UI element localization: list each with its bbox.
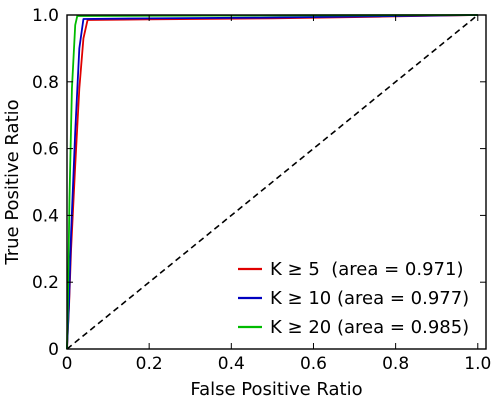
legend: K ≥ 5 (area = 0.971) K ≥ 10 (area = 0.977… [238,259,469,338]
axis-ticks: 0 0.2 0.4 0.6 0.8 1.0 0 0.2 0.4 0.6 0.8 1.0 [32,6,491,374]
legend-entry-label: K ≥ 10 (area = 0.977) [270,288,469,309]
x-axis-label: False Positive Ratio [190,379,362,400]
x-tick-label: 1.0 [464,354,491,374]
x-tick-label: 0.4 [218,354,245,374]
plot-frame [66,14,487,350]
y-tick-label: 1.0 [32,6,59,26]
y-tick-label: 0.8 [32,73,59,93]
y-tick-label: 0.4 [32,206,59,226]
y-axis-label: True Positive Ratio [2,99,23,265]
x-tick-label: 0.6 [300,354,327,374]
y-tick-label: 0.6 [32,140,59,160]
legend-entry-label: K ≥ 5 (area = 0.971) [270,259,463,280]
legend-entry-label: K ≥ 20 (area = 0.985) [270,317,469,338]
chance-diagonal-line [66,14,479,350]
x-tick-label: 0.2 [136,354,163,374]
series-line-1 [66,14,478,350]
x-tick-label: 0 [62,354,73,374]
x-tick-label: 0.8 [382,354,409,374]
y-tick-label: 0 [48,340,59,360]
y-tick-label: 0.2 [32,273,59,293]
